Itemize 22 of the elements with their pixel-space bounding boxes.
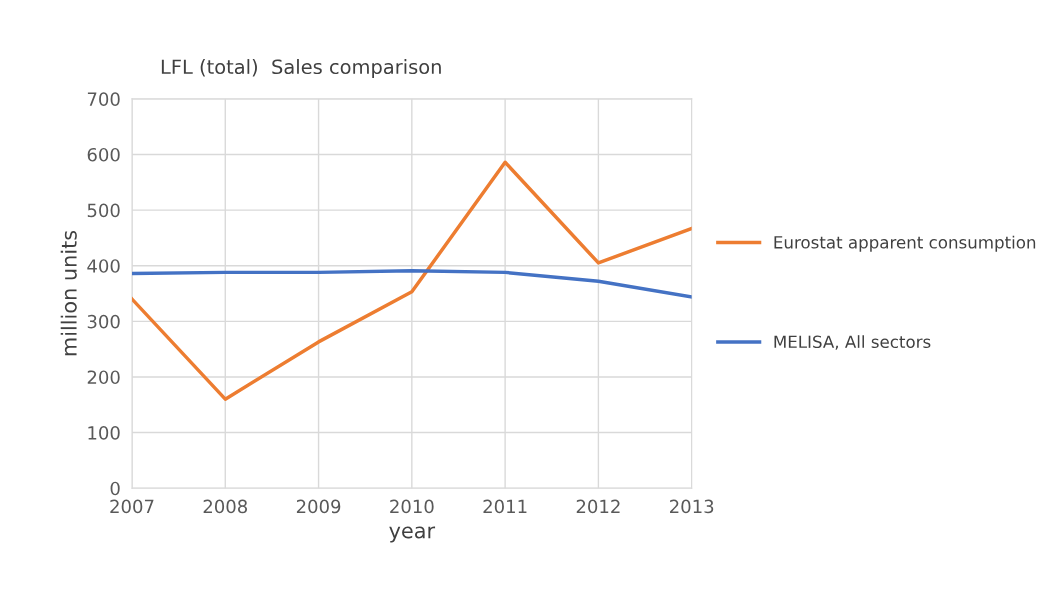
y-tick-label: 400 [87,259,120,273]
x-tick-label: 2007 [110,499,154,514]
y-axis-title: million units [60,230,77,356]
x-tick-label: 2010 [390,499,434,514]
line-series [132,160,692,401]
x-tick-label: 2012 [576,499,620,514]
line-series [132,268,692,299]
x-tick-label: 2008 [203,499,248,514]
x-tick-label: 2013 [670,499,714,514]
x-axis-title: year [389,526,436,543]
y-tick-label: 300 [87,314,120,329]
y-tick-label: 0 [110,481,120,496]
legend-label: Eurostat apparent consumption [774,235,1036,252]
x-tick-label: 2011 [483,499,527,514]
x-tick-label: 2009 [296,499,341,514]
chart-title: LFL (total) Sales comparison [161,59,441,78]
y-tick-label: 500 [87,203,120,218]
y-tick-label: 200 [87,370,120,385]
y-tick-label: 700 [87,92,120,106]
legend-label: MELISA, All sectors [774,335,931,350]
y-tick-label: 600 [87,147,120,162]
y-tick-label: 100 [88,426,120,440]
